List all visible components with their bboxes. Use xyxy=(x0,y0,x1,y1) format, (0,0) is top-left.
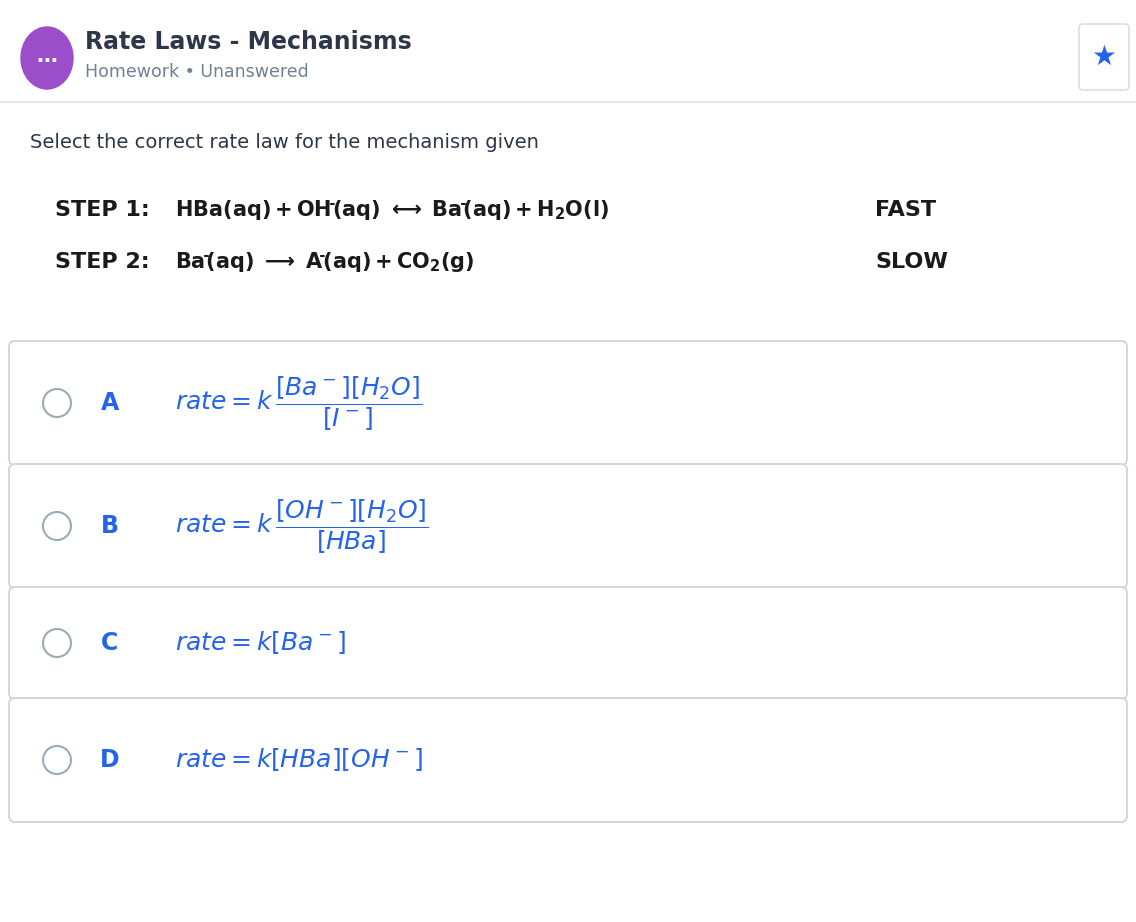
Circle shape xyxy=(43,389,70,417)
Text: Select the correct rate law for the mechanism given: Select the correct rate law for the mech… xyxy=(30,134,538,152)
Text: $\mathbf{HBa(aq) + OH^{\bar{}}(aq)\ \longleftrightarrow\ Ba^{\bar{}}(aq) + H_2O(: $\mathbf{HBa(aq) + OH^{\bar{}}(aq)\ \lon… xyxy=(175,198,609,222)
Text: $\mathit{rate} = k\,\dfrac{[Ba^-][H_2O]}{[I^-]}$: $\mathit{rate} = k\,\dfrac{[Ba^-][H_2O]}… xyxy=(175,374,423,431)
Text: Rate Laws - Mechanisms: Rate Laws - Mechanisms xyxy=(85,30,411,54)
Text: Homework • Unanswered: Homework • Unanswered xyxy=(85,63,309,81)
Text: $\mathbf{Ba^{\bar{}}(aq)\ \longrightarrow\ A^{\bar{}}(aq) + CO_2(g)}$: $\mathbf{Ba^{\bar{}}(aq)\ \longrightarro… xyxy=(175,250,475,274)
Text: STEP 2:: STEP 2: xyxy=(55,252,150,272)
Text: ⋯: ⋯ xyxy=(36,50,58,70)
Text: ★: ★ xyxy=(1092,43,1117,71)
Text: C: C xyxy=(101,631,118,655)
Text: FAST: FAST xyxy=(875,200,936,220)
Text: $\mathit{rate} = k[HBa][OH^-]$: $\mathit{rate} = k[HBa][OH^-]$ xyxy=(175,747,423,774)
FancyBboxPatch shape xyxy=(1079,24,1129,90)
FancyBboxPatch shape xyxy=(9,464,1127,588)
FancyBboxPatch shape xyxy=(9,587,1127,699)
Text: SLOW: SLOW xyxy=(875,252,947,272)
Text: $\mathit{rate} = k\,\dfrac{[OH^-][H_2O]}{[HBa]}$: $\mathit{rate} = k\,\dfrac{[OH^-][H_2O]}… xyxy=(175,497,428,555)
Circle shape xyxy=(43,746,70,774)
Text: STEP 1:: STEP 1: xyxy=(55,200,150,220)
Text: B: B xyxy=(101,514,119,538)
Circle shape xyxy=(43,629,70,657)
Circle shape xyxy=(43,512,70,540)
Text: D: D xyxy=(100,748,119,772)
Ellipse shape xyxy=(20,27,73,89)
Text: $\mathit{rate} = k[Ba^-]$: $\mathit{rate} = k[Ba^-]$ xyxy=(175,630,346,656)
Text: A: A xyxy=(101,391,119,415)
FancyBboxPatch shape xyxy=(9,341,1127,465)
FancyBboxPatch shape xyxy=(9,698,1127,822)
